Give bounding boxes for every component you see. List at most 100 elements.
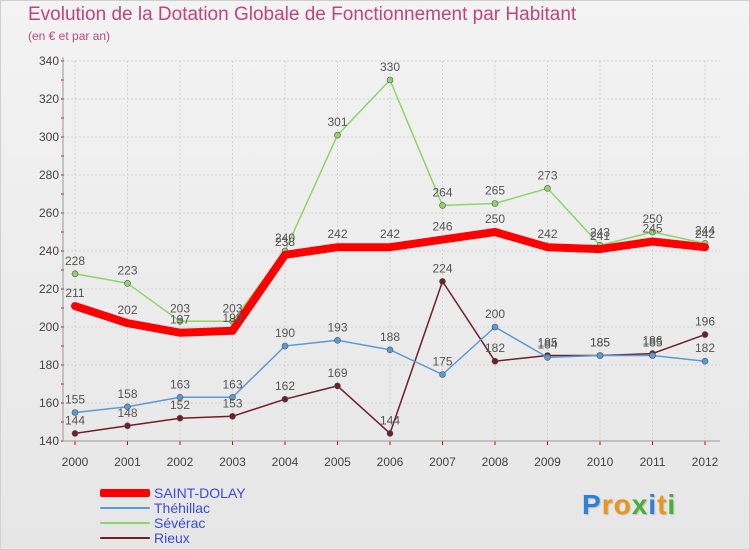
chart-subtitle: (en € et par an) <box>28 29 111 43</box>
data-label-saint-dolay: 250 <box>485 212 505 226</box>
logo-letter: o <box>613 489 632 520</box>
data-label-saint-dolay: 211 <box>65 286 84 300</box>
x-tick-label: 2005 <box>324 455 351 469</box>
legend-label-thehillac: Théhillac <box>154 500 211 516</box>
y-tick-label: 160 <box>39 396 59 410</box>
data-point-thehillac <box>334 336 341 344</box>
data-point-thehillac <box>649 352 656 359</box>
data-point-severac <box>71 270 79 278</box>
x-tick-label: 2012 <box>692 455 719 469</box>
y-tick-label: 320 <box>39 92 59 106</box>
x-tick-label: 2006 <box>377 455 404 469</box>
legend-label-saint-dolay: SAINT-DOLAY <box>154 485 246 501</box>
logo-letter: t <box>657 489 668 520</box>
data-point-severac <box>176 317 184 325</box>
data-label-saint-dolay: 246 <box>432 220 452 234</box>
data-label-severac: 240 <box>275 231 295 245</box>
data-label-thehillac: 193 <box>327 320 347 334</box>
logo-letter: i <box>667 489 677 520</box>
data-label-severac: 301 <box>327 115 347 129</box>
legend-swatch-rieux <box>100 537 150 539</box>
data-point-rieux <box>229 412 236 420</box>
logo-letter: P <box>582 489 602 520</box>
logo-letter: r <box>601 489 614 520</box>
data-point-rieux <box>176 414 184 422</box>
data-point-rieux <box>281 395 289 403</box>
data-point-rieux <box>439 278 446 285</box>
data-label-rieux: 196 <box>695 315 715 329</box>
data-label-severac: 203 <box>222 301 242 315</box>
y-tick-label: 300 <box>39 130 59 144</box>
data-point-rieux <box>386 430 394 437</box>
data-label-saint-dolay: 245 <box>642 222 662 236</box>
data-label-rieux: 162 <box>275 379 295 393</box>
series-line-saint-dolay <box>71 228 709 337</box>
legend-label-severac: Sévérac <box>154 515 206 531</box>
data-point-thehillac <box>596 352 604 359</box>
data-label-severac: 264 <box>432 185 452 199</box>
data-label-saint-dolay: 238 <box>275 235 295 249</box>
x-tick-label: 2004 <box>272 455 299 469</box>
x-tick-label: 2001 <box>114 455 141 469</box>
y-tick-label: 240 <box>39 244 59 258</box>
x-tick-label: 2003 <box>219 455 246 469</box>
data-point-rieux <box>124 422 131 430</box>
data-label-saint-dolay: 242 <box>327 227 347 241</box>
data-point-thehillac <box>439 371 446 378</box>
data-point-thehillac <box>544 354 551 361</box>
data-point-thehillac <box>281 342 289 350</box>
x-tick-label: 2002 <box>167 455 194 469</box>
data-label-rieux: 224 <box>432 261 452 275</box>
data-point-thehillac <box>701 357 709 365</box>
data-label-saint-dolay: 242 <box>695 227 715 241</box>
proxiti-logo: Proxiti <box>582 489 676 521</box>
data-point-severac <box>386 76 394 84</box>
logo-letter: i <box>648 489 658 520</box>
y-tick-label: 200 <box>39 320 59 334</box>
data-label-severac: 228 <box>65 254 85 268</box>
data-label-thehillac: 163 <box>170 377 190 391</box>
data-point-severac <box>334 131 341 139</box>
data-label-thehillac: 188 <box>380 330 400 344</box>
data-point-thehillac <box>386 346 394 354</box>
data-point-rieux <box>701 331 709 338</box>
axes: 140 160 180 200 220 240 260 280 300 320 340 2000 200… <box>39 54 720 469</box>
x-tick-label: 2007 <box>429 455 456 469</box>
data-label-thehillac: 185 <box>642 336 662 350</box>
data-label-severac: 243 <box>590 225 610 239</box>
data-point-thehillac <box>491 323 499 331</box>
data-label-rieux: 182 <box>485 341 505 355</box>
data-label-rieux: 169 <box>327 366 347 380</box>
data-label-severac: 223 <box>117 263 137 277</box>
x-tick-label: 2008 <box>482 455 509 469</box>
y-tick-label: 340 <box>39 54 59 68</box>
data-point-thehillac <box>71 409 79 416</box>
data-label-severac: 330 <box>380 60 400 74</box>
data-label-rieux: 148 <box>117 406 137 420</box>
data-point-severac <box>649 228 656 236</box>
data-label-rieux: 152 <box>170 398 190 412</box>
data-label-saint-dolay: 242 <box>537 227 557 241</box>
data-point-thehillac <box>229 393 236 401</box>
data-label-thehillac: 163 <box>222 377 242 391</box>
line-chart: 140 160 180 200 220 240 260 280 300 320 340 2000 200… <box>39 54 720 469</box>
data-label-rieux: 153 <box>222 396 242 410</box>
y-tick-label: 220 <box>39 282 59 296</box>
data-label-saint-dolay: 202 <box>117 303 137 317</box>
data-label-thehillac: 190 <box>275 326 295 340</box>
x-tick-label: 2011 <box>640 455 666 469</box>
data-label-rieux: 144 <box>65 413 85 427</box>
data-point-severac <box>544 185 551 192</box>
y-tick-label: 280 <box>39 168 59 182</box>
data-point-severac <box>491 200 499 207</box>
y-tick-label: 180 <box>39 358 59 372</box>
data-label-saint-dolay: 242 <box>380 227 400 241</box>
data-point-thehillac <box>124 403 131 411</box>
legend-swatch-saint-dolay <box>100 489 150 497</box>
data-label-severac: 265 <box>485 184 505 198</box>
chart-title: Evolution de la Dotation Globale de Fonc… <box>28 4 577 25</box>
data-label-thehillac: 175 <box>432 355 452 369</box>
data-label-rieux: 144 <box>380 413 400 427</box>
y-tick-label: 140 <box>39 434 59 448</box>
data-labels: 228 223 203 203 240 301 330 264 265 273 243 250 244 1… <box>65 60 715 427</box>
